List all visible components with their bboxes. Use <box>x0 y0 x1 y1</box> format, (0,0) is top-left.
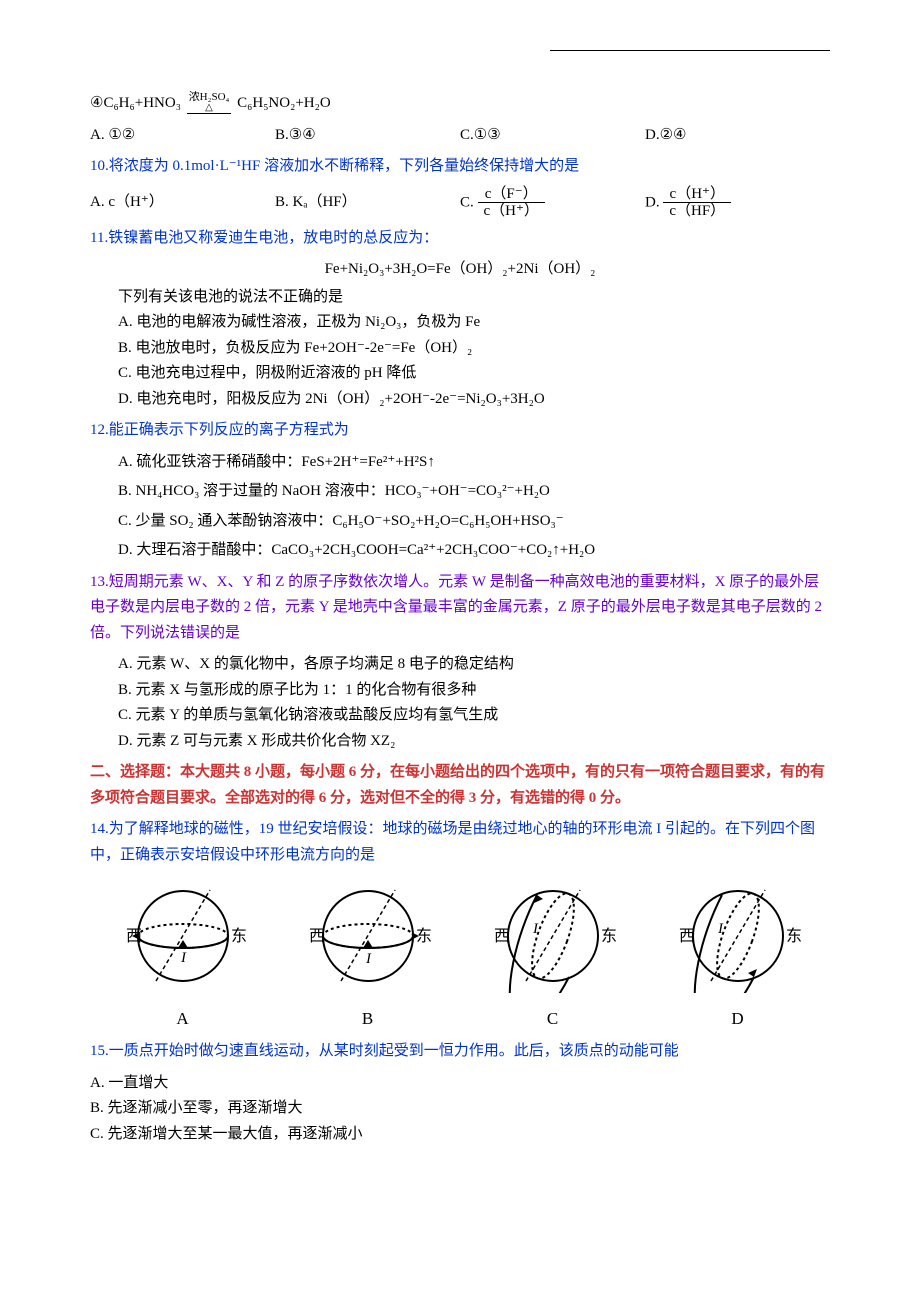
fig-b-label: B <box>275 1005 460 1034</box>
fig-a-label: A <box>90 1005 275 1034</box>
q13-opt-a: A. 元素 W、X 的氯化物中，各原子均满足 8 电子的稳定结构 <box>118 652 830 678</box>
fig-a-west: 西 <box>126 928 142 945</box>
q11-sub: 下列有关该电池的说法不正确的是 <box>118 285 830 311</box>
q15-stem: 15.一质点开始时做匀速直线运动，从某时刻起受到一恒力作用。此后，该质点的动能可… <box>90 1039 830 1065</box>
eq-cond-bot: △ <box>205 102 213 113</box>
eq-4-left: ④C₆H₆+HNO₃ <box>90 95 181 111</box>
fig-a: 西 东 I A <box>90 878 275 1033</box>
fig-d: 西 东 I D <box>645 878 830 1033</box>
q9-opt-b: B.③④ <box>275 123 460 149</box>
eq-4-right: C₆H₅NO₂+H₂O <box>237 95 331 111</box>
fig-b-west: 西 <box>309 928 325 945</box>
q9-opt-c: C.①③ <box>460 123 645 149</box>
q11-opt-c: C. 电池充电过程中，阴极附近溶液的 pH 降低 <box>118 361 830 387</box>
q10-stem: 10.将浓度为 0.1mol·L⁻¹HF 溶液加水不断稀释，下列各量始终保持增大… <box>90 154 830 180</box>
q11-opt-b: B. 电池放电时，负极反应为 Fe+2OH⁻-2e⁻=Fe（OH）₂ <box>118 336 830 362</box>
q9-options: A. ①② B.③④ C.①③ D.②④ <box>90 123 830 149</box>
fig-d-label: D <box>645 1005 830 1034</box>
q15-opt-a: A. 一直增大 <box>90 1071 830 1097</box>
q11-opt-a: A. 电池的电解液为碱性溶液，正极为 Ni₂O₃，负极为 Fe <box>118 310 830 336</box>
fig-d-I: I <box>717 921 724 937</box>
q14-stem: 14.为了解释地球的磁性，19 世纪安培假设：地球的磁场是由绕过地心的轴的环形电… <box>90 817 830 868</box>
q12-opt-b: B. NH₄HCO₃ 溶于过量的 NaOH 溶液中：HCO₃⁻+OH⁻=CO₃²… <box>118 479 830 505</box>
fig-c-east: 东 <box>601 927 617 945</box>
q11-eq: Fe+Ni₂O₃+3H₂O=Fe（OH）₂+2Ni（OH）₂ <box>90 257 830 283</box>
eq-4-line: ④C₆H₆+HNO₃ 浓H₂SO₄ △ C₆H₅NO₂+H₂O <box>90 91 830 117</box>
fig-a-east: 东 <box>231 927 247 945</box>
q12-opt-a: A. 硫化亚铁溶于稀硝酸中：FeS+2H⁺=Fe²⁺+H²S↑ <box>118 450 830 476</box>
q10-c-den: c（H⁺） <box>478 203 545 220</box>
q15-opt-c: C. 先逐渐增大至某一最大值，再逐渐减小 <box>90 1122 830 1148</box>
q10-c-lead: C. <box>460 194 474 210</box>
globe-a-svg: 西 东 I <box>118 878 248 993</box>
fig-a-I: I <box>180 950 187 966</box>
fig-c: 西 东 I C <box>460 878 645 1033</box>
q12-stem: 12.能正确表示下列反应的离子方程式为 <box>90 418 830 444</box>
q10-d-frac: c（H⁺） c（HF） <box>663 186 731 220</box>
q10-d-num: c（H⁺） <box>663 186 731 204</box>
q10-options: A. c（H⁺） B. Kₐ（HF） C. c（F⁻） c（H⁺） D. c（H… <box>90 186 830 220</box>
q10-opt-d: D. c（H⁺） c（HF） <box>645 186 830 220</box>
fig-d-west: 西 <box>679 928 695 945</box>
fig-b: 西 东 I B <box>275 878 460 1033</box>
q15-opt-b: B. 先逐渐减小至零，再逐渐增大 <box>90 1096 830 1122</box>
globe-b-svg: 西 东 I <box>303 878 433 993</box>
q12-opt-d: D. 大理石溶于醋酸中：CaCO₃+2CH₃COOH=Ca²⁺+2CH₃COO⁻… <box>118 538 830 564</box>
q10-d-lead: D. <box>645 194 660 210</box>
eq-condition: 浓H₂SO₄ △ <box>187 93 232 114</box>
fig-b-east: 东 <box>416 927 432 945</box>
fig-c-west: 西 <box>494 928 510 945</box>
globe-c-svg: 西 东 I <box>488 878 618 993</box>
fig-c-label: C <box>460 1005 645 1034</box>
fig-c-I: I <box>532 921 539 937</box>
q10-opt-b: B. Kₐ（HF） <box>275 190 460 216</box>
q10-c-num: c（F⁻） <box>478 186 545 204</box>
q9-opt-d: D.②④ <box>645 123 830 149</box>
q11-stem: 11.铁镍蓄电池又称爱迪生电池，放电时的总反应为： <box>90 226 830 252</box>
q13-stem: 13.短周期元素 W、X、Y 和 Z 的原子序数依次增人。元素 W 是制备一种高… <box>90 570 830 647</box>
q9-opt-a: A. ①② <box>90 123 275 149</box>
q13-opt-c: C. 元素 Y 的单质与氢氧化钠溶液或盐酸反应均有氢气生成 <box>118 703 830 729</box>
section-2-header: 二、选择题：本大题共 8 小题，每小题 6 分，在每小题给出的四个选项中，有的只… <box>90 760 830 811</box>
q10-opt-c: C. c（F⁻） c（H⁺） <box>460 186 645 220</box>
q10-d-den: c（HF） <box>663 203 731 220</box>
fig-d-east: 东 <box>786 927 802 945</box>
q13-opt-d: D. 元素 Z 可与元素 X 形成共价化合物 XZ₂ <box>118 729 830 755</box>
globe-d-svg: 西 东 I <box>673 878 803 993</box>
fig-b-I: I <box>365 951 372 967</box>
q12-opt-c: C. 少量 SO₂ 通入苯酚钠溶液中：C₆H₅O⁻+SO₂+H₂O=C₆H₅OH… <box>118 509 830 535</box>
page-divider <box>550 50 830 51</box>
q10-c-frac: c（F⁻） c（H⁺） <box>478 186 545 220</box>
q14-figures: 西 东 I A 西 东 I B 西 东 <box>90 878 830 1033</box>
q10-opt-a: A. c（H⁺） <box>90 190 275 216</box>
q13-opt-b: B. 元素 X 与氢形成的原子比为 1：1 的化合物有很多种 <box>118 678 830 704</box>
q11-opt-d: D. 电池充电时，阳极反应为 2Ni（OH）₂+2OH⁻-2e⁻=Ni₂O₃+3… <box>118 387 830 413</box>
